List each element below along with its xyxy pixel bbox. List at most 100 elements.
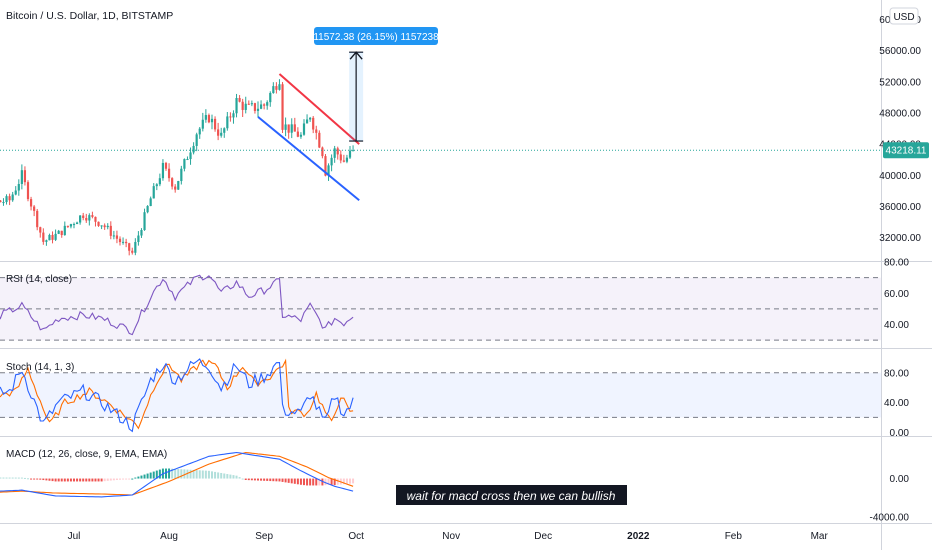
price-pane: 11572.38 (26.15%) 1157238 Bitcoin / U.S.… bbox=[0, 10, 881, 256]
macd-histogram-bar bbox=[106, 478, 109, 481]
candle-body bbox=[256, 108, 260, 111]
candle-body bbox=[275, 86, 278, 90]
candle-body bbox=[210, 118, 214, 123]
candle-body bbox=[66, 225, 69, 227]
macd-title[interactable]: MACD (12, 26, close, 9, EMA, EMA) bbox=[6, 449, 167, 460]
candle-body bbox=[8, 196, 11, 201]
candle-body bbox=[345, 157, 349, 162]
macd-histogram-bar bbox=[342, 478, 345, 485]
macd-histogram-bar bbox=[149, 472, 152, 479]
macd-histogram-bar bbox=[125, 478, 128, 480]
time-tick-label: Dec bbox=[534, 531, 552, 542]
macd-histogram-bar bbox=[85, 478, 88, 482]
stoch-title[interactable]: Stoch (14, 1, 3) bbox=[6, 362, 74, 373]
macd-histogram-bar bbox=[296, 478, 299, 485]
candle-body bbox=[167, 168, 171, 179]
candle-body bbox=[155, 184, 158, 187]
macd-histogram-bar bbox=[260, 478, 263, 481]
macd-histogram-bar bbox=[119, 478, 121, 480]
support-trendline[interactable] bbox=[257, 116, 360, 202]
macd-histogram-bar bbox=[207, 470, 210, 479]
candle-body bbox=[287, 124, 290, 133]
candle-body bbox=[5, 196, 8, 203]
macd-histogram-bar bbox=[198, 470, 201, 479]
candle-body bbox=[263, 104, 266, 106]
candle-body bbox=[63, 225, 66, 236]
macd-histogram-bar bbox=[128, 478, 131, 480]
candle-body bbox=[204, 115, 207, 120]
macd-histogram-bar bbox=[5, 477, 8, 479]
candle-body bbox=[91, 215, 94, 217]
rsi-pane: RSI (14, close) bbox=[0, 274, 881, 341]
candle-body bbox=[82, 215, 85, 218]
candle-body bbox=[327, 165, 330, 176]
macd-histogram-bar bbox=[333, 478, 336, 486]
candle-body bbox=[305, 119, 309, 124]
candle-body bbox=[232, 113, 235, 118]
macd-histogram-bar bbox=[226, 474, 229, 479]
macd-histogram-bar bbox=[186, 469, 189, 479]
candle-body bbox=[11, 194, 14, 201]
candle-body bbox=[235, 98, 238, 114]
candle-body bbox=[213, 118, 217, 130]
resistance-trendline[interactable] bbox=[278, 73, 360, 145]
macd-histogram-bar bbox=[63, 478, 66, 482]
candle-body bbox=[284, 124, 287, 130]
macd-histogram-bar bbox=[57, 478, 60, 482]
indicator-tick-label: 80.00 bbox=[884, 368, 909, 379]
macd-histogram-bar bbox=[263, 478, 266, 481]
price-range-measure[interactable]: 11572.38 (26.15%) 1157238 bbox=[313, 27, 439, 142]
candle-body bbox=[220, 132, 223, 136]
currency-button[interactable]: USD bbox=[889, 7, 919, 25]
candle-body bbox=[149, 198, 152, 207]
candle-body bbox=[312, 117, 315, 130]
candle-body bbox=[339, 154, 342, 161]
rsi-title[interactable]: RSI (14, close) bbox=[6, 274, 72, 285]
macd-histogram-bar bbox=[324, 478, 327, 486]
candle-body bbox=[75, 222, 79, 225]
candle-body bbox=[293, 124, 296, 132]
candle-body bbox=[189, 152, 192, 160]
candle-body bbox=[183, 159, 186, 169]
time-scale[interactable]: Jul Aug Sep Oct Nov Dec 2022 Feb Mar bbox=[68, 531, 829, 542]
macd-histogram-bar bbox=[48, 478, 51, 481]
candle-body bbox=[161, 162, 165, 179]
candle-body bbox=[39, 227, 42, 233]
candle-body bbox=[26, 182, 30, 200]
macd-histogram-bar bbox=[17, 477, 20, 479]
macd-histogram-bar bbox=[11, 477, 14, 479]
price-tick-label: 36000.00 bbox=[879, 202, 921, 213]
macd-histogram-bar bbox=[192, 469, 195, 479]
candle-body bbox=[186, 159, 189, 161]
candle-body bbox=[88, 215, 91, 221]
candle-body bbox=[112, 235, 115, 237]
candle-body bbox=[0, 200, 2, 203]
candle-body bbox=[207, 115, 211, 123]
macd-histogram bbox=[0, 468, 355, 486]
macd-histogram-bar bbox=[0, 477, 2, 479]
measure-label-box bbox=[314, 27, 438, 45]
candle-body bbox=[106, 225, 109, 228]
time-tick-label: Mar bbox=[811, 531, 829, 542]
candle-body bbox=[299, 134, 303, 137]
last-price-badge: 43218.11 bbox=[883, 142, 929, 159]
macd-histogram-bar bbox=[152, 471, 155, 479]
stoch-k-line bbox=[0, 358, 354, 433]
price-tick-label: 32000.00 bbox=[879, 233, 921, 244]
price-scale[interactable]: 60000.0056000.0052000.0048000.0044000.00… bbox=[870, 15, 922, 524]
symbol-title[interactable]: Bitcoin / U.S. Dollar, 1D, BITSTAMP bbox=[6, 10, 173, 22]
macd-histogram-bar bbox=[211, 471, 213, 479]
candle-body bbox=[198, 128, 201, 135]
macd-line bbox=[0, 451, 354, 498]
annotation-text[interactable]: wait for macd cross then we can bullish bbox=[407, 489, 616, 503]
macd-histogram-bar bbox=[293, 478, 296, 484]
candle-body bbox=[192, 145, 195, 153]
macd-histogram-bar bbox=[303, 478, 305, 486]
macd-histogram-bar bbox=[158, 469, 161, 479]
price-tick-label: 52000.00 bbox=[879, 77, 921, 88]
macd-histogram-bar bbox=[327, 478, 330, 485]
candle-body bbox=[97, 221, 100, 226]
macd-histogram-bar bbox=[165, 468, 167, 479]
macd-histogram-bar bbox=[345, 478, 348, 484]
candle-body bbox=[278, 84, 281, 90]
